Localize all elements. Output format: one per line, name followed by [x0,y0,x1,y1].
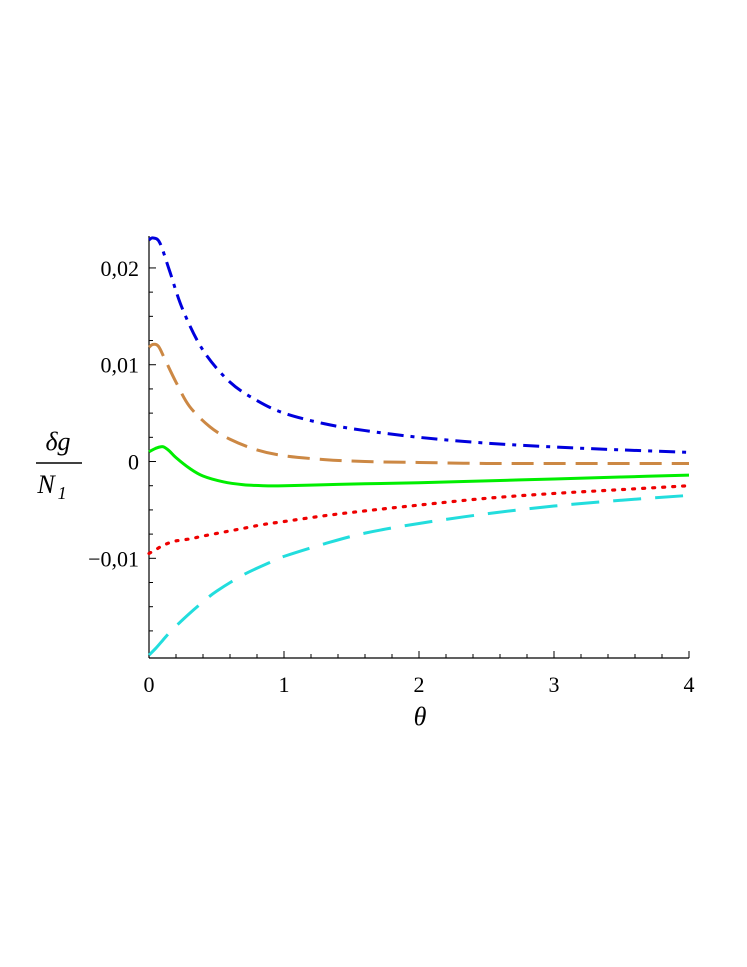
x-axis-label: θ [414,702,427,731]
series-layer [147,236,691,657]
x-tick-label: 4 [684,672,695,697]
y-axis-label-numerator: δg [45,427,70,456]
series-line-4 [147,484,691,556]
series-line-5 [147,493,690,657]
y-tick-label: 0,01 [101,353,140,378]
x-tick-label: 1 [279,672,290,697]
series-line-3 [148,445,690,488]
y-tick-label: 0 [128,450,139,475]
series-line-2 [148,342,689,466]
x-tick-label: 0 [144,672,155,697]
y-axis-label-denominator-main: N [36,470,56,499]
x-tick-label: 2 [414,672,425,697]
y-tick-label: −0,01 [88,546,139,571]
series-line-1 [148,236,690,454]
x-tick-label: 3 [549,672,560,697]
axes: 0 1 2 3 4 0,02 0,01 0 −0,01 [88,236,695,697]
y-axis-label-denominator-sub: 1 [58,483,67,503]
y-tick-label: 0,02 [101,256,140,281]
